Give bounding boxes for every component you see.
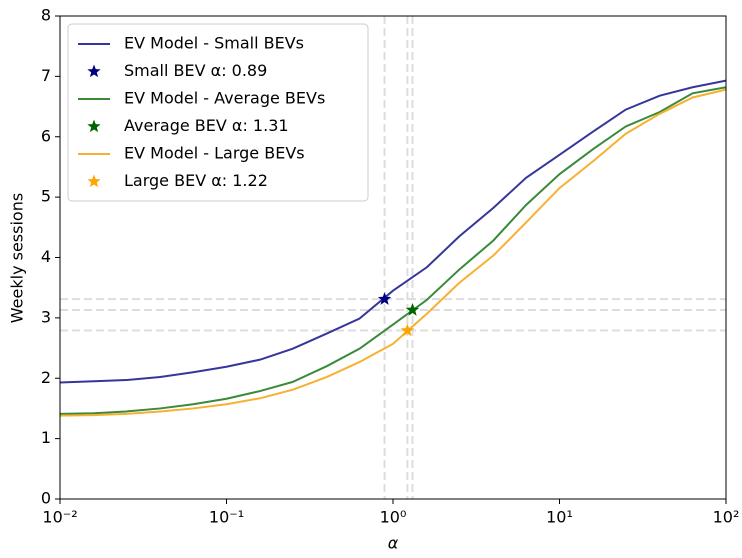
y-tick-label: 8 (41, 6, 51, 25)
legend-swatch (87, 119, 101, 133)
y-tick-label: 3 (41, 307, 51, 326)
y-tick-label: 6 (41, 126, 51, 145)
y-tick-label: 4 (41, 247, 51, 266)
legend-label: EV Model - Small BEVs (124, 34, 304, 53)
y-tick-label: 7 (41, 66, 51, 85)
y-tick-label: 5 (41, 187, 51, 206)
legend-label: Large BEV α: 1.22 (124, 171, 268, 190)
legend-swatch (87, 174, 101, 188)
legend-swatch (87, 64, 101, 78)
x-tick-label: 10⁻² (42, 508, 77, 527)
x-tick-label: 10² (713, 508, 740, 527)
legend-box (67, 23, 369, 202)
legend-label: EV Model - Average BEVs (124, 89, 325, 108)
y-axis-label: Weekly sessions (8, 193, 27, 323)
marker (400, 323, 415, 337)
y-tick-label: 1 (41, 428, 51, 447)
line (59, 86, 727, 415)
marker (405, 303, 420, 316)
x-tick-label: 10¹ (546, 508, 573, 527)
y-tick-label: 2 (41, 368, 51, 387)
legend-label: Average BEV α: 1.31 (124, 116, 289, 135)
x-axis-label: α (388, 534, 399, 553)
marker (377, 292, 392, 305)
legend-label: Small BEV α: 0.89 (124, 61, 267, 80)
x-tick-label: 10⁰ (380, 508, 407, 527)
line (59, 88, 727, 417)
legend-label: EV Model - Large BEVs (124, 144, 305, 163)
plot-frame (59, 15, 727, 500)
y-tick-label: 0 (41, 489, 51, 508)
x-tick-label: 10⁻¹ (209, 508, 244, 527)
line (59, 79, 727, 384)
